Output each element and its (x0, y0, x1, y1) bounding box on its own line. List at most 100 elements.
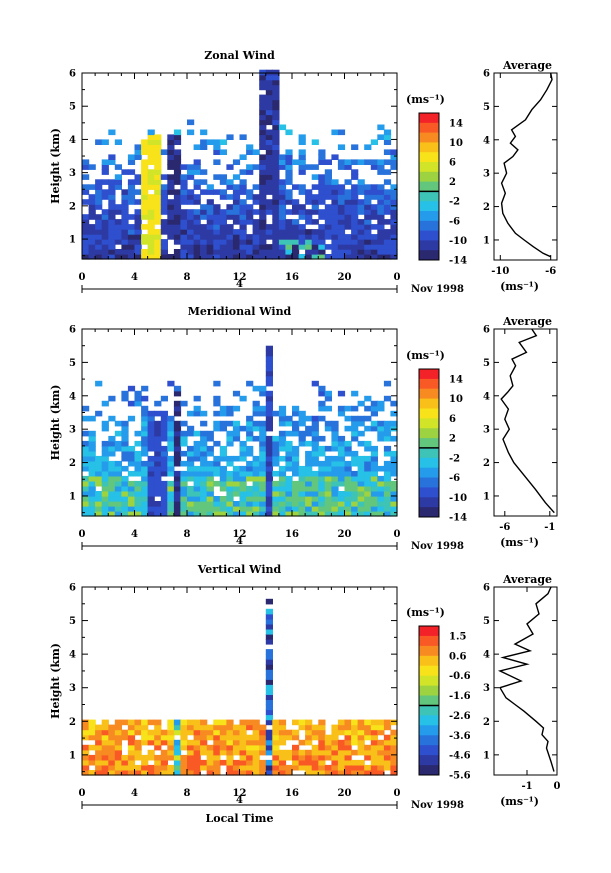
heatmap-cell (305, 485, 313, 492)
heatmap-cell (180, 719, 188, 726)
colorbar-swatch (419, 497, 439, 508)
heatmap-cell (232, 480, 241, 487)
heatmap-cell (383, 475, 392, 482)
heatmap-cell (114, 219, 122, 225)
heatmap-cell (187, 254, 195, 260)
colorbar-tick-label: -14 (449, 513, 467, 524)
heatmap-cell (121, 435, 129, 442)
heatmap-cell (95, 139, 103, 145)
heatmap-cell (305, 764, 313, 771)
heatmap-cell (187, 724, 195, 731)
heatmap-cell (331, 506, 339, 512)
heatmap-cell (377, 724, 385, 731)
heatmap-cell (311, 204, 319, 210)
heatmap-cell (278, 475, 287, 482)
heatmap-cell (377, 729, 385, 736)
heatmap-cell (213, 749, 221, 756)
heatmap-cell (272, 124, 280, 131)
heatmap-cell (364, 475, 372, 482)
heatmap-cell (357, 159, 365, 165)
heatmap-cell (364, 224, 372, 230)
heatmap-cell (147, 425, 155, 432)
heatmap-cell (147, 254, 155, 260)
heatmap-cell (331, 729, 339, 736)
heatmap-cell (173, 749, 182, 756)
heatmap-cell (187, 450, 195, 457)
heatmap-cell (278, 184, 287, 190)
heatmap-cell (180, 435, 188, 442)
heatmap-cell (219, 214, 227, 220)
heatmap-cell (272, 134, 280, 140)
heatmap-cell (285, 430, 293, 437)
heatmap-cell (324, 234, 332, 240)
heatmap-cell (95, 470, 103, 477)
heatmap-cell (383, 209, 392, 215)
heatmap-cell (187, 496, 195, 502)
heatmap-cell (357, 480, 365, 487)
heatmap-cell (101, 460, 109, 467)
colorbar-swatch (419, 695, 439, 706)
heatmap-cell (193, 749, 201, 756)
heatmap-cell (239, 214, 247, 220)
heatmap-cell (377, 506, 385, 512)
heatmap-cell (200, 759, 208, 766)
heatmap-cell (272, 219, 280, 225)
heatmap-cell (344, 501, 352, 507)
heatmap-cell (219, 734, 227, 741)
colorbar-tick-label: 1.5 (449, 631, 466, 642)
heatmap-cell (206, 480, 214, 487)
heatmap-cell (108, 179, 116, 185)
colorbar-frame (418, 625, 440, 776)
heatmap-cell (88, 460, 96, 467)
heatmap-cell (364, 770, 372, 776)
heatmap-cell (357, 234, 365, 240)
heatmap-cell (318, 759, 326, 766)
heatmap-cell (108, 724, 116, 731)
heatmap-cell (200, 169, 208, 175)
heatmap-cell (272, 154, 280, 160)
heatmap-cell (370, 214, 378, 220)
heatmap-cell (252, 511, 260, 517)
heatmap-cell (370, 749, 378, 756)
heatmap-cell (134, 234, 142, 240)
heatmap-cell (134, 395, 142, 402)
heatmap-cell (377, 209, 385, 215)
heatmap-cell (114, 254, 122, 260)
heatmap-cell (187, 460, 195, 467)
y-tick-label: 4 (69, 135, 76, 146)
heatmap-cell (370, 460, 378, 467)
heatmap-cell (239, 759, 247, 766)
heatmap-cell (351, 249, 359, 255)
heatmap-cell (108, 154, 116, 160)
heatmap-cell (324, 204, 332, 210)
heatmap-cell (377, 435, 385, 442)
heatmap-cell (219, 465, 227, 472)
heatmap-cell (351, 224, 359, 230)
heatmap-cell (226, 724, 234, 731)
heatmap-cell (265, 169, 273, 175)
heatmap-cell (232, 724, 241, 731)
heatmap-cell (88, 465, 96, 472)
heatmap-cell (127, 491, 136, 497)
profile-y-label: 5 (483, 358, 490, 369)
x-tick-label: 4 (131, 529, 138, 540)
heatmap-cell (232, 189, 241, 195)
heatmap-cell (180, 460, 188, 467)
heatmap-cell (246, 475, 254, 482)
heatmap-cell (108, 734, 116, 741)
heatmap-cell (357, 455, 365, 462)
heatmap-cell (88, 729, 96, 736)
panel-title: Meridional Wind (188, 305, 292, 318)
heatmap-cell (357, 219, 365, 225)
heatmap-cell (246, 435, 254, 442)
heatmap-cell (357, 749, 365, 756)
heatmap-cell (108, 739, 116, 746)
heatmap-cell (160, 764, 168, 771)
heatmap-cell (377, 134, 385, 140)
heatmap-cell (285, 501, 293, 507)
heatmap-cell (95, 729, 103, 736)
heatmap-cell (121, 734, 129, 741)
colorbar-swatch (419, 230, 439, 241)
